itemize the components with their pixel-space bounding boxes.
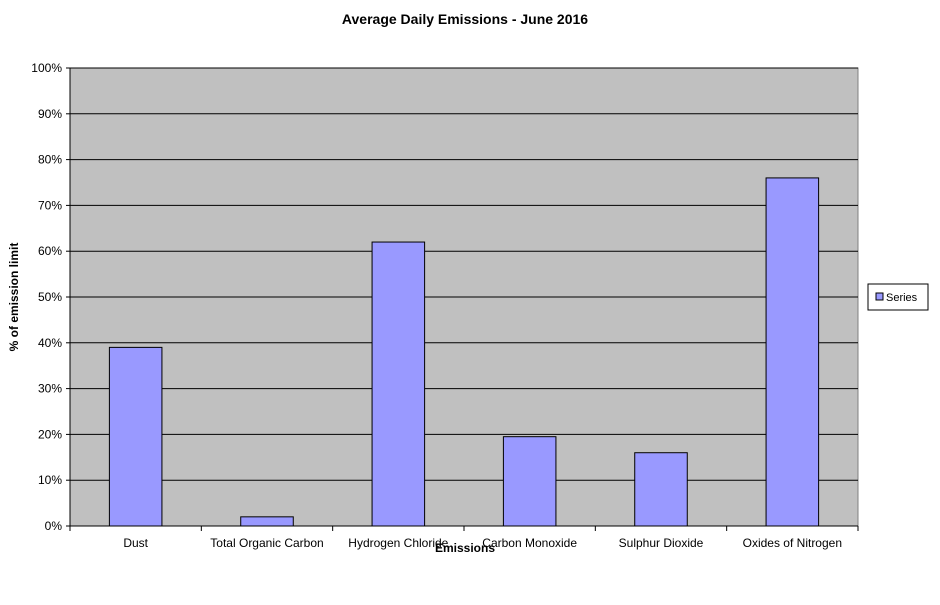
bar (765, 177, 820, 527)
axes: 0% 10% 20% 30% 40% 50% 60% 70% 80% 90% 100% Dust Tot… (31, 61, 859, 550)
y-tick-label: 10% (38, 473, 62, 487)
y-tick-label: 0% (45, 519, 63, 533)
gridlines (70, 67, 858, 481)
y-tick-label: 80% (38, 153, 62, 167)
x-axis-title: Emissions (435, 541, 495, 555)
bar (108, 346, 163, 527)
bar (634, 452, 688, 527)
x-tick-label: Total Organic Carbon (210, 536, 323, 550)
y-tick-label: 50% (38, 290, 62, 304)
chart-title: Average Daily Emissions - June 2016 (342, 11, 588, 27)
x-tick-label: Hydrogen Chloride (348, 536, 448, 550)
y-tick-label: 70% (38, 198, 62, 212)
bars (108, 177, 820, 527)
y-tick-label: 90% (38, 107, 62, 121)
bar (502, 436, 557, 527)
y-tick-label: 40% (38, 336, 62, 350)
y-tick-label: 20% (38, 427, 62, 441)
legend: Series (867, 283, 929, 311)
bar (371, 241, 426, 527)
y-tick-label: 30% (38, 382, 62, 396)
x-tick-label: Oxides of Nitrogen (743, 536, 842, 550)
y-axis-title: % of emission limit (7, 243, 21, 352)
legend-label: Series (886, 292, 918, 304)
y-tick-label: 60% (38, 244, 62, 258)
legend-swatch (875, 292, 884, 301)
bar (240, 516, 294, 527)
y-tick-label: 100% (31, 61, 62, 75)
x-tick-label: Carbon Monoxide (482, 536, 577, 550)
x-tick-label: Dust (123, 536, 148, 550)
x-tick-label: Sulphur Dioxide (619, 536, 704, 550)
